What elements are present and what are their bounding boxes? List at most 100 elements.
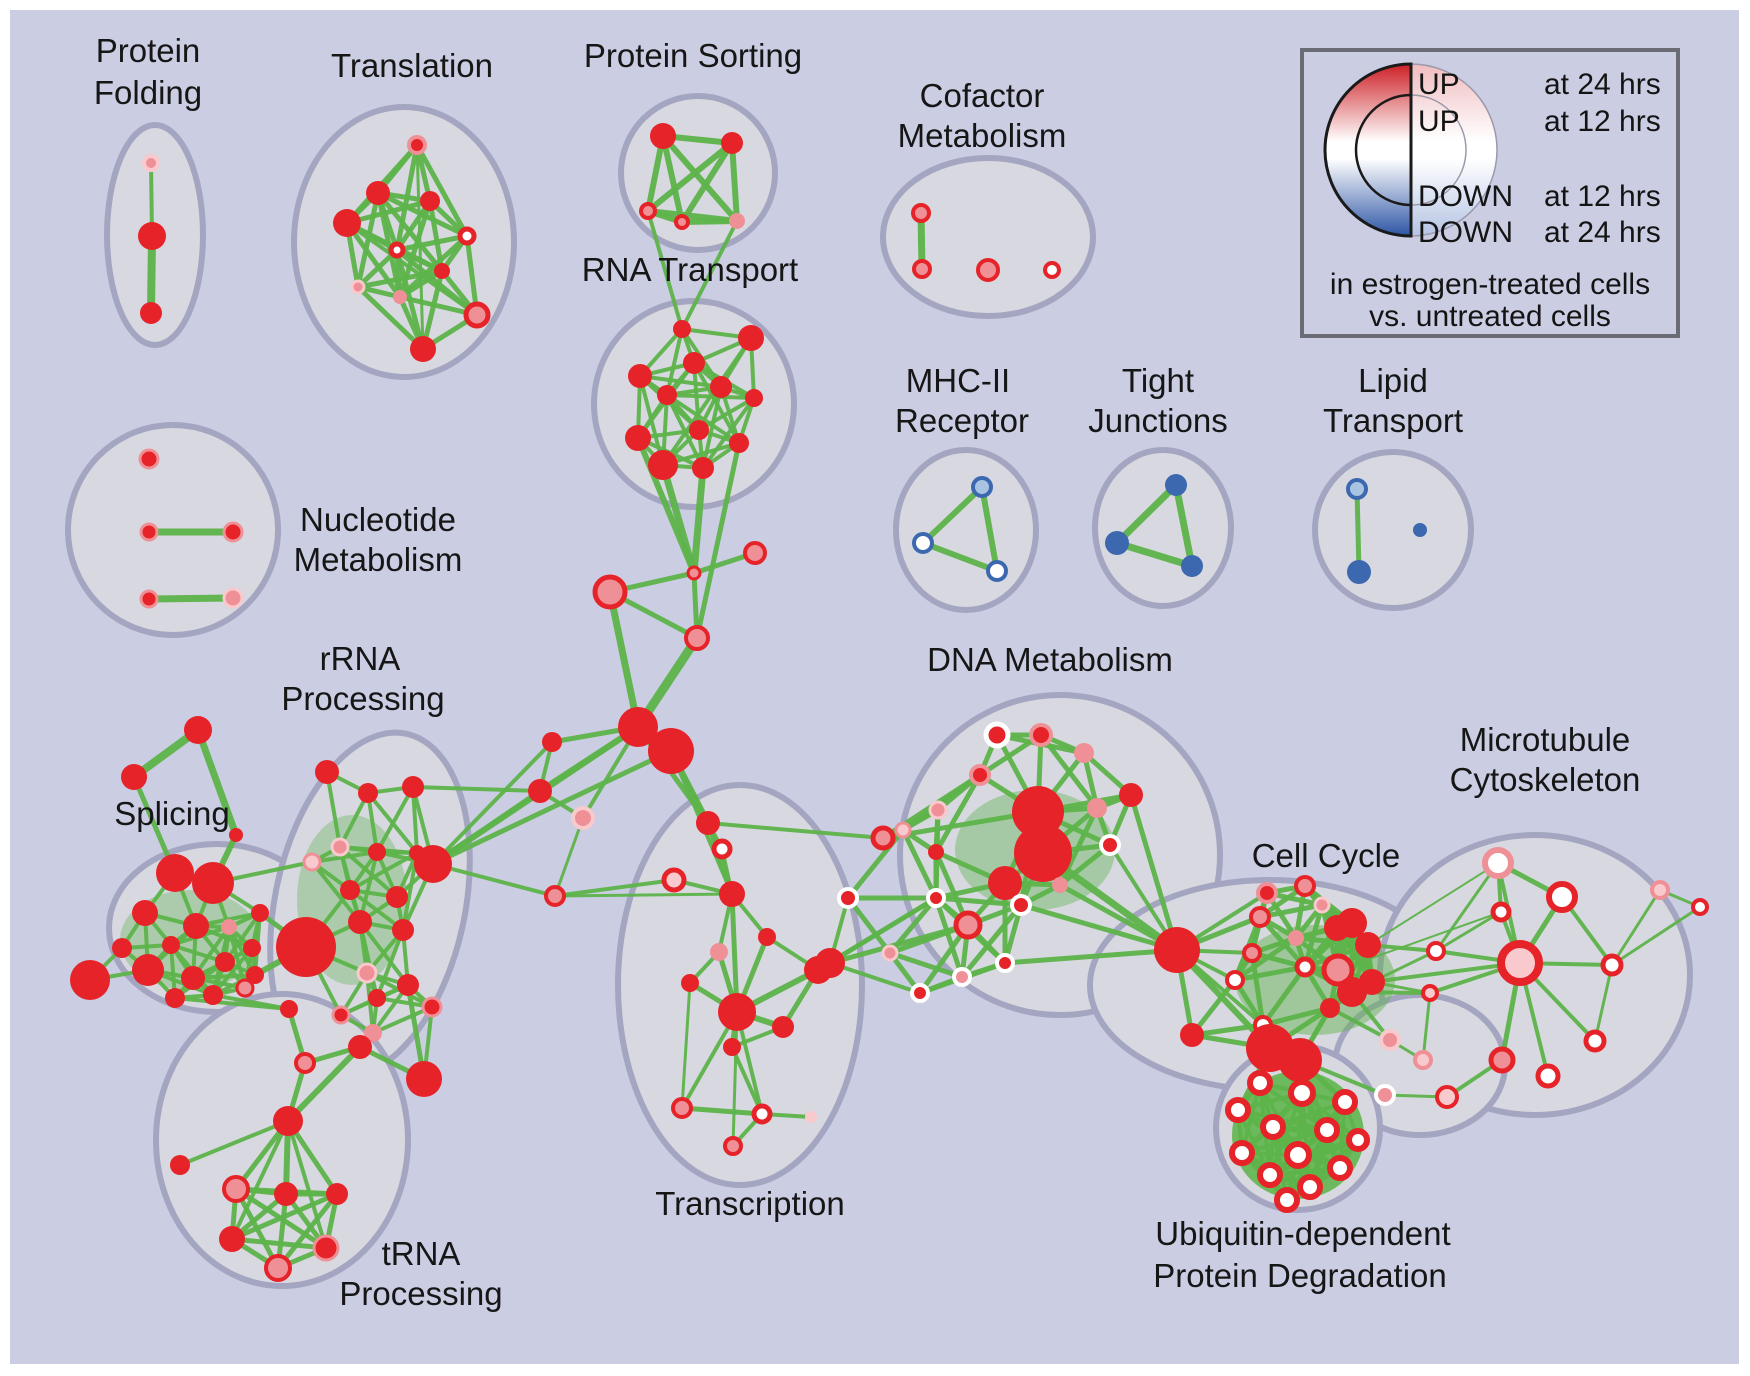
network-node-tc13 xyxy=(805,1111,817,1123)
network-node-tl1 xyxy=(366,181,390,205)
network-node-tl7 xyxy=(350,279,366,295)
network-node-dm17 xyxy=(995,953,1015,973)
network-node-ub7 xyxy=(1229,1140,1255,1166)
network-edge xyxy=(375,785,415,854)
network-edge xyxy=(1610,905,1702,967)
network-node-sp2 xyxy=(132,900,158,926)
network-node-mt8 xyxy=(1583,1029,1607,1053)
network-edge xyxy=(827,922,971,966)
network-node-dm10 xyxy=(1099,834,1121,856)
cluster-lipid-transport-outline xyxy=(1312,449,1474,611)
network-edge xyxy=(358,920,379,1000)
network-node-tg0 xyxy=(184,716,212,744)
network-node-rr0 xyxy=(315,760,339,784)
network-node-rr1 xyxy=(358,783,378,803)
network-node-dm18 xyxy=(952,967,972,987)
cluster-protein-folding-label: Folding xyxy=(94,74,202,111)
network-node-ps0 xyxy=(650,123,676,149)
network-node-mt3 xyxy=(1497,940,1543,986)
network-node-sp11 xyxy=(215,952,235,972)
network-node-mt4 xyxy=(1426,941,1446,961)
network-edge xyxy=(355,284,426,352)
cluster-ubiquitin-degradation-label: Protein Degradation xyxy=(1153,1257,1447,1294)
network-edge xyxy=(145,594,237,603)
network-node-cf0 xyxy=(911,203,931,223)
network-node-h1 xyxy=(618,707,658,747)
network-node-tj0 xyxy=(1165,474,1187,496)
up-down-legend-glyph xyxy=(1323,62,1498,238)
network-node-dm19 xyxy=(910,983,930,1003)
network-node-rt0 xyxy=(673,320,691,338)
cluster-lipid-transport-label: Transport xyxy=(1323,402,1463,439)
network-node-dm22 xyxy=(815,948,845,978)
network-node-rr18 xyxy=(364,1024,382,1042)
network-node-tn5 xyxy=(170,1155,190,1175)
network-node-rr16 xyxy=(421,996,443,1018)
network-node-rt6 xyxy=(657,385,677,405)
network-node-dm12 xyxy=(894,821,912,839)
network-edge xyxy=(430,748,674,867)
network-edge xyxy=(933,772,983,855)
network-node-pf2 xyxy=(140,302,162,324)
network-node-tc8 xyxy=(718,993,756,1031)
network-node-cc14 xyxy=(1313,896,1331,914)
network-node-rt1 xyxy=(738,325,764,351)
network-edge xyxy=(371,1005,434,1035)
network-node-tc14 xyxy=(723,1136,743,1156)
network-edge xyxy=(348,851,419,892)
network-edge xyxy=(679,218,740,225)
network-edge xyxy=(606,588,642,731)
network-node-rt2 xyxy=(683,352,705,374)
network-node-sp5 xyxy=(162,936,180,954)
network-edge xyxy=(729,891,740,1015)
network-node-rr14 xyxy=(397,974,419,996)
network-node-nm3 xyxy=(139,589,159,609)
network-node-mt2 xyxy=(1490,901,1512,923)
network-node-nm2 xyxy=(222,521,244,543)
network-node-ps4 xyxy=(729,213,745,229)
network-node-ub9 xyxy=(1327,1155,1353,1181)
network-edge xyxy=(845,895,893,956)
network-edge xyxy=(420,268,445,352)
cluster-transcription-label: Transcription xyxy=(655,1185,845,1222)
legend: UP at 24 hrs UP at 12 hrs DOWN at 12 hrs… xyxy=(1300,48,1680,338)
legend-footer-line1: in estrogen-treated cells xyxy=(1329,268,1651,301)
network-node-cc17 xyxy=(1288,930,1304,946)
network-node-dm0 xyxy=(983,721,1011,749)
cluster-trna-processing-label: tRNA xyxy=(382,1235,461,1272)
legend-footer-line2: vs. untreated cells xyxy=(1369,300,1611,333)
cluster-rrna-processing-label: Processing xyxy=(281,680,444,717)
network-edge xyxy=(345,221,479,317)
network-edge xyxy=(1232,935,1299,983)
network-edge xyxy=(344,220,403,300)
cluster-cell-cycle-label: Cell Cycle xyxy=(1252,837,1401,874)
network-edge xyxy=(959,902,1024,980)
network-edge xyxy=(194,726,240,839)
network-edge xyxy=(828,961,922,995)
network-edge xyxy=(344,198,433,226)
network-node-tg2 xyxy=(229,828,243,842)
network-node-sp14 xyxy=(165,988,185,1008)
network-node-cc2 xyxy=(1242,943,1262,963)
network-node-ub5 xyxy=(1314,1117,1340,1143)
network-node-tn1 xyxy=(294,1052,316,1074)
network-node-rr7 xyxy=(340,880,360,900)
network-node-mt7 xyxy=(1535,1063,1561,1089)
network-node-tl4 xyxy=(457,226,477,246)
network-node-h2 xyxy=(648,728,694,774)
network-node-br xyxy=(870,825,896,851)
cluster-trna-processing-outline xyxy=(153,991,411,1289)
network-node-dm23 xyxy=(1154,927,1200,973)
network-node-tc6 xyxy=(681,974,699,992)
network-node-ub4 xyxy=(1260,1114,1286,1140)
network-node-tn2 xyxy=(348,1035,372,1059)
network-edge xyxy=(887,950,965,980)
network-node-tn3 xyxy=(406,1061,442,1097)
network-node-pf1 xyxy=(138,222,166,250)
network-node-sp1 xyxy=(192,862,234,904)
network-node-dm16 xyxy=(926,888,946,908)
network-node-nm4 xyxy=(222,587,244,609)
network-edge xyxy=(1328,1006,1392,1042)
network-node-rt9 xyxy=(625,425,651,451)
